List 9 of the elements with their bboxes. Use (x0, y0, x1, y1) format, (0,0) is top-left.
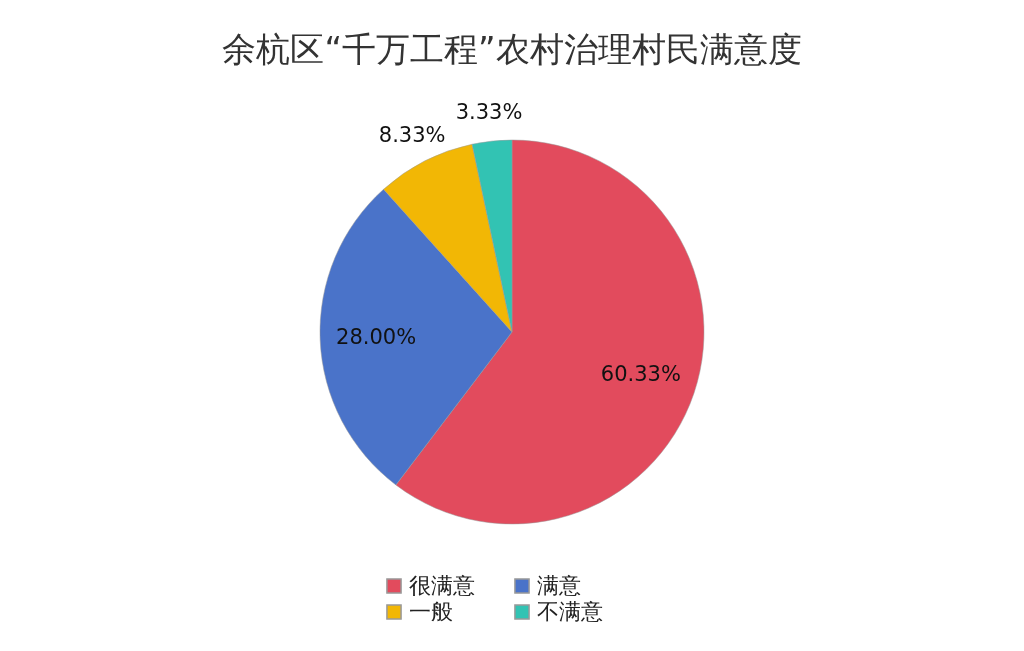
data-label: 60.33% (600, 362, 681, 387)
chart-title: 余杭区“千万工程”农村治理村民满意度 (222, 29, 802, 69)
data-label: 3.33% (455, 100, 523, 125)
data-label: 28.00% (336, 324, 417, 349)
legend-label: 不满意 (537, 599, 603, 624)
legend-label: 很满意 (409, 573, 475, 598)
legend-label: 一般 (409, 599, 453, 624)
data-label: 8.33% (378, 122, 446, 147)
legend-label: 满意 (537, 573, 581, 598)
